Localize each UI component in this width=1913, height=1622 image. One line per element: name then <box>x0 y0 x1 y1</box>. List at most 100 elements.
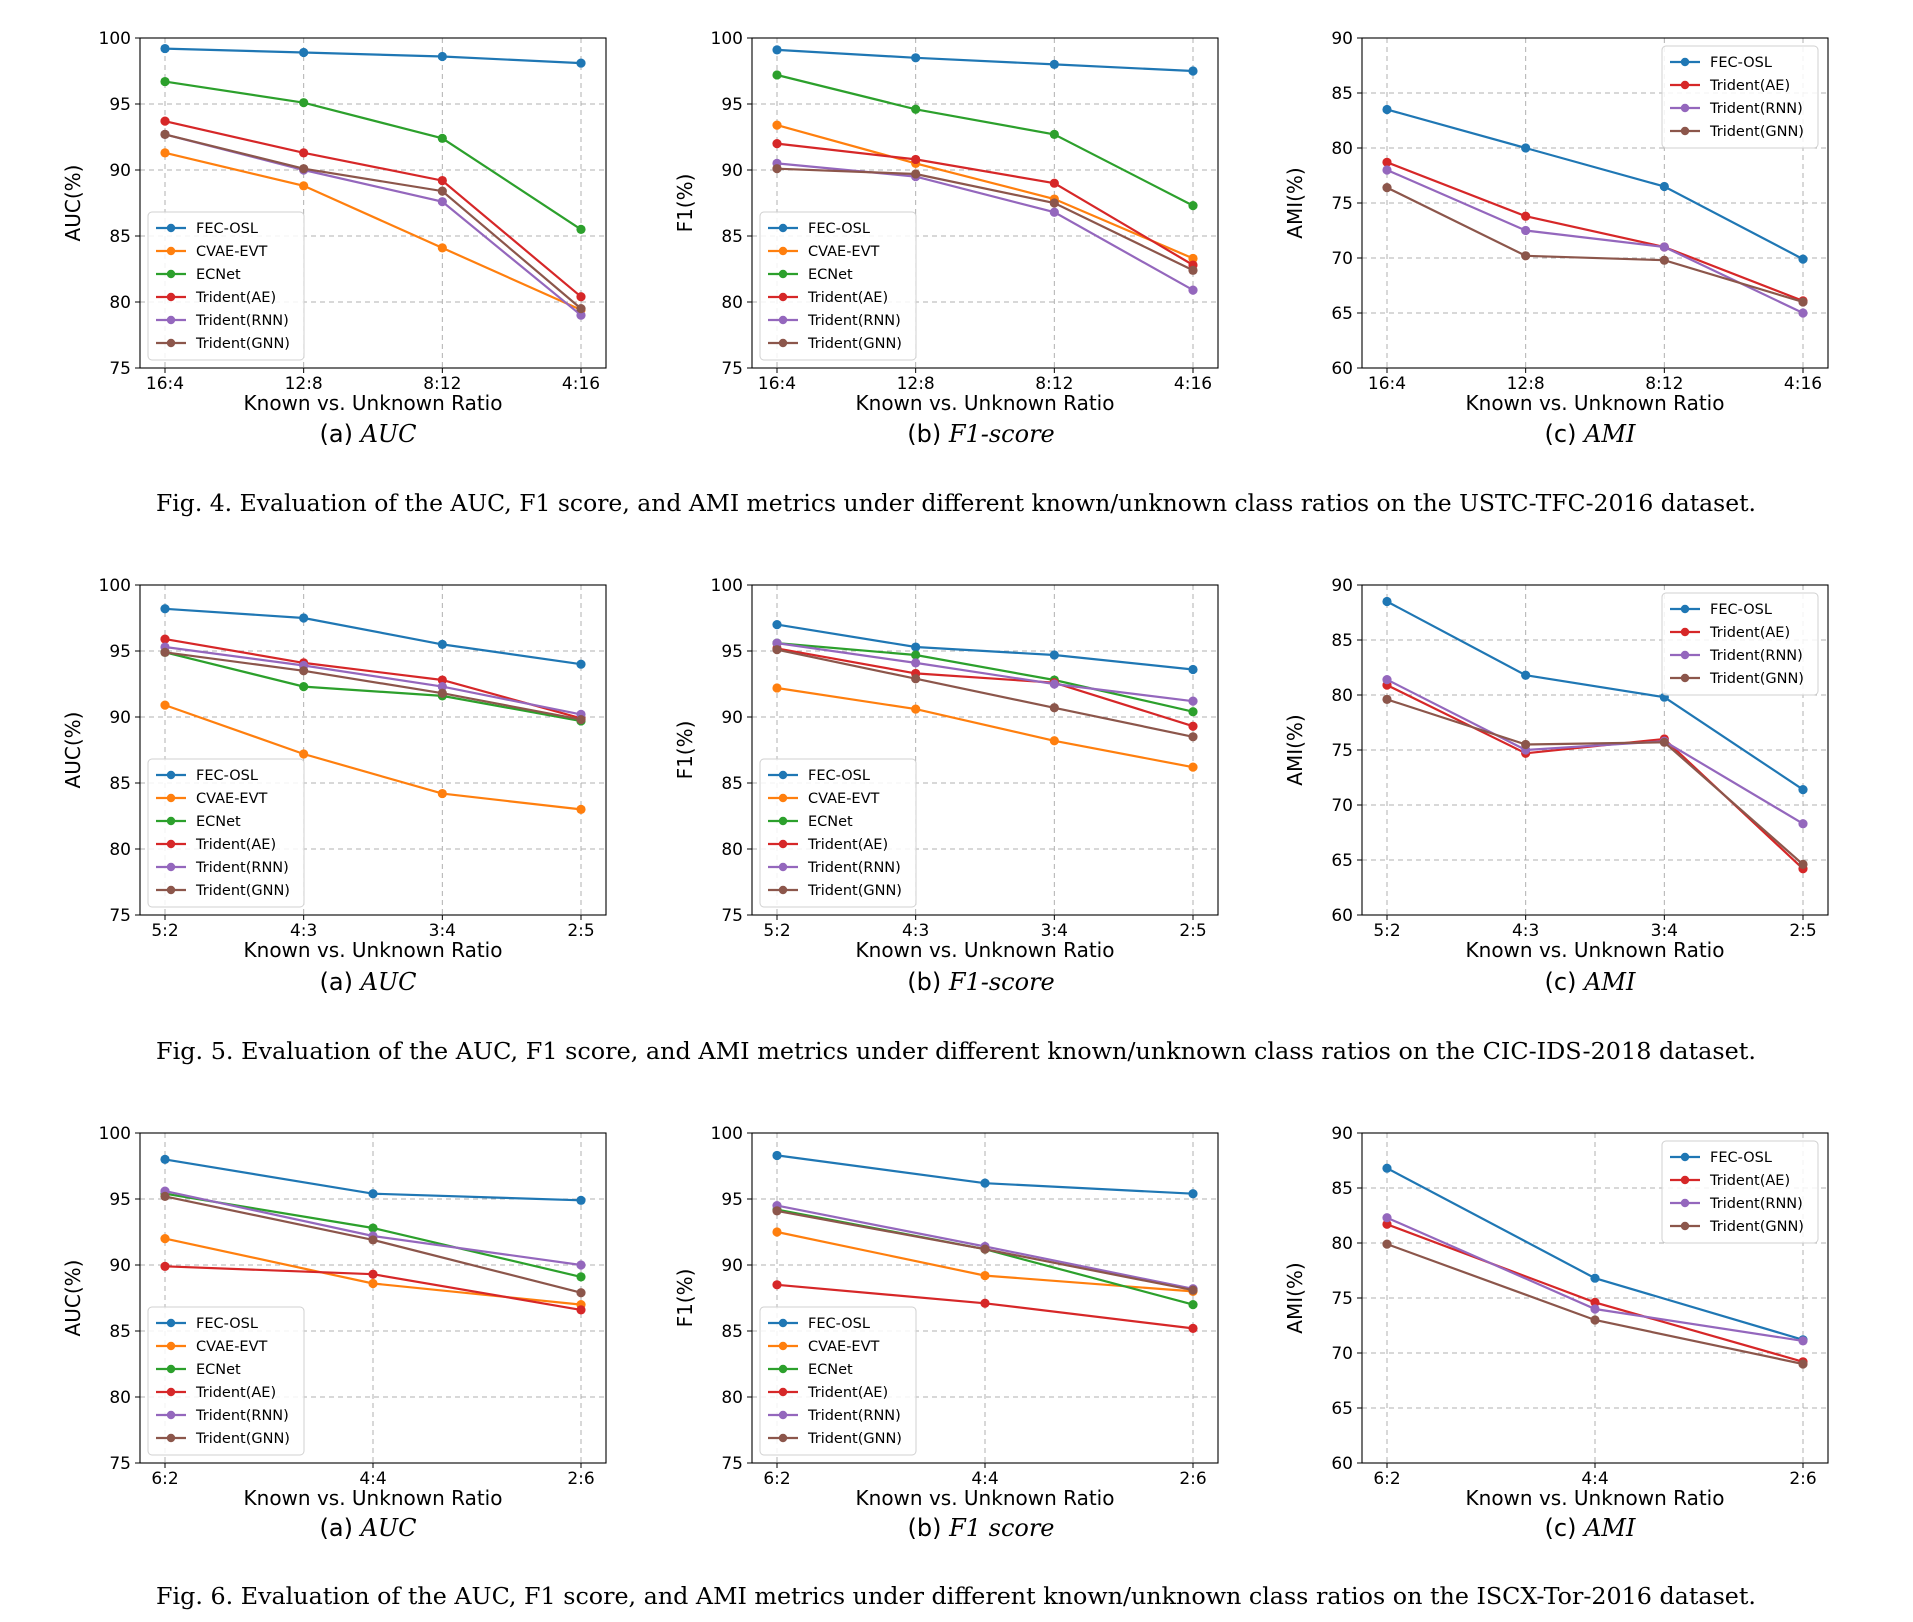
y-tick-label: 70 <box>1331 249 1353 269</box>
legend-label: Trident(RNN) <box>1709 101 1803 117</box>
data-point <box>1521 143 1531 153</box>
series-line <box>776 142 1194 266</box>
series-line <box>164 151 582 311</box>
subfigure-label: (a) AUC <box>320 420 417 448</box>
data-point <box>1798 1336 1808 1346</box>
subfigure-name: F1-score <box>948 420 1055 448</box>
data-point <box>299 181 309 191</box>
legend-label: FEC-OSL <box>196 1316 258 1332</box>
subfigure-name: AUC <box>359 968 417 996</box>
legend-box <box>759 1306 917 1456</box>
legend-label: Trident(AE) <box>195 1385 276 1401</box>
data-point <box>772 139 782 149</box>
x-tick-label: 4:16 <box>1174 374 1212 394</box>
x-tick-label: 8:12 <box>1645 374 1683 394</box>
legend-swatch-marker <box>778 885 788 895</box>
legend-swatch-marker <box>778 246 788 256</box>
data-point <box>1382 675 1392 685</box>
legend-label: Trident(GNN) <box>195 336 290 352</box>
data-point <box>368 1278 378 1289</box>
legend-swatch-marker <box>166 839 176 849</box>
y-axis-label: F1(%) <box>673 1269 697 1328</box>
series-Trident(AE) <box>772 1280 1198 1333</box>
y-tick-label: 80 <box>721 293 743 313</box>
y-tick-label: 90 <box>109 1256 131 1276</box>
y-tick-label: 75 <box>721 906 743 926</box>
y-tick-label: 100 <box>99 576 131 596</box>
legend-label: Trident(GNN) <box>1709 124 1804 140</box>
series-FEC-OSL <box>772 620 1198 675</box>
y-tick-label: 75 <box>109 359 131 379</box>
data-point <box>772 45 782 55</box>
data-point <box>576 1260 586 1270</box>
data-point <box>1382 694 1392 705</box>
series-Trident(GNN) <box>160 1191 586 1298</box>
chart-fig4b: 75 80 85 90 95 100 16:4 12:8 8:12 4:16 Known vs. U… <box>673 29 1219 415</box>
plot-frame <box>1361 37 1829 369</box>
x-tick-label: 8:12 <box>423 374 461 394</box>
series-Trident(GNN) <box>1382 1239 1808 1369</box>
data-point <box>1188 1285 1198 1295</box>
series-line <box>164 638 582 720</box>
series-line <box>164 80 582 231</box>
x-tick-label: 12:8 <box>285 374 323 394</box>
data-point <box>437 186 447 196</box>
data-point <box>576 1288 586 1298</box>
subfigure-name: AUC <box>359 1514 417 1542</box>
y-tick-label: 80 <box>721 840 743 860</box>
subfigure-name: F1-score <box>948 968 1055 996</box>
x-tick-label: 8:12 <box>1035 374 1073 394</box>
data-point <box>980 1270 990 1281</box>
plot-frame <box>139 1132 607 1464</box>
legend-swatch-marker <box>778 862 788 872</box>
legend-label: FEC-OSL <box>196 221 258 237</box>
y-tick-label: 65 <box>1331 1399 1353 1419</box>
series-Trident(RNN) <box>1382 1213 1808 1346</box>
subfigure-name: AMI <box>1582 420 1636 448</box>
legend-label: CVAE-EVT <box>808 791 880 807</box>
legend-label: CVAE-EVT <box>808 1339 880 1355</box>
series-CVAE-EVT <box>772 683 1198 772</box>
plot-frame <box>751 1132 1219 1464</box>
y-tick-label: 85 <box>1331 1179 1353 1199</box>
chart-fig5b: 75 80 85 90 95 100 5:2 4:3 3:4 2:5 Known vs. Unkno… <box>673 576 1219 962</box>
data-point <box>1049 679 1059 689</box>
x-axis-label: Known vs. Unknown Ratio <box>1466 1486 1725 1510</box>
y-tick-label: 85 <box>109 774 131 794</box>
y-tick-label: 90 <box>1331 576 1353 596</box>
legend-swatch-marker <box>778 269 788 279</box>
data-point <box>1188 732 1198 742</box>
legend-label: Trident(AE) <box>1709 625 1790 641</box>
data-point <box>980 1178 990 1188</box>
data-point <box>1798 254 1808 264</box>
series-line <box>776 647 1194 728</box>
legend-swatch-marker <box>166 1364 176 1374</box>
series-line <box>164 645 582 716</box>
legend-swatch-marker <box>166 770 176 780</box>
data-point <box>160 647 170 657</box>
legend-swatch-marker <box>778 292 788 302</box>
legend-swatch-marker <box>1680 103 1690 113</box>
legend-swatch-marker <box>778 1318 788 1328</box>
series-FEC-OSL <box>1382 596 1808 795</box>
data-point <box>1382 157 1392 167</box>
data-point <box>911 704 921 714</box>
legend-box <box>1661 592 1819 696</box>
series-line <box>776 48 1194 73</box>
legend-label: Trident(GNN) <box>807 883 902 899</box>
y-tick-label: 100 <box>99 1124 131 1144</box>
x-tick-label: 16:4 <box>758 374 796 394</box>
y-tick-label: 75 <box>721 359 743 379</box>
data-point <box>437 682 447 692</box>
data-point <box>772 1206 782 1216</box>
data-point <box>1798 308 1808 318</box>
legend: FEC-OSL CVAE-EVT ECNet Trident(AE) Trident(R… <box>147 211 305 361</box>
y-tick-label: 65 <box>1331 304 1353 324</box>
y-axis-label: AUC(%) <box>61 1260 85 1337</box>
chart-fig5a: 75 80 85 90 95 100 5:2 4:3 3:4 2:5 Known vs. Unkno… <box>61 576 607 962</box>
legend-swatch-marker <box>778 223 788 233</box>
legend-label: ECNet <box>808 267 853 283</box>
x-tick-label: 6:2 <box>763 1469 790 1489</box>
legend-swatch-marker <box>166 793 176 803</box>
